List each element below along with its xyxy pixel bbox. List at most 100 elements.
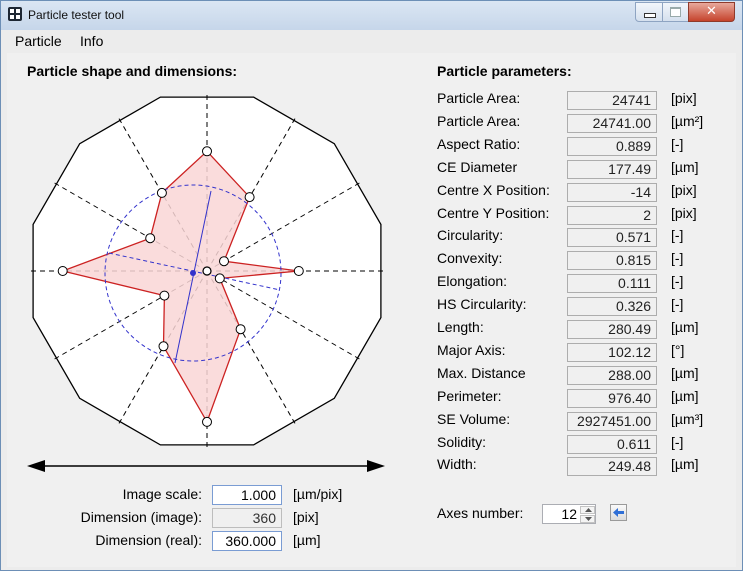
arrow-left-icon	[613, 508, 624, 517]
param-unit: [µm]	[671, 319, 699, 335]
param-unit: [-]	[671, 250, 684, 266]
shape-vertex-handle[interactable]	[293, 266, 304, 276]
spin-up-button[interactable]	[580, 506, 595, 514]
param-label: Major Axis:	[437, 342, 506, 358]
param-label: Length:	[437, 319, 484, 335]
param-unit: [µm]	[671, 388, 699, 404]
menu-info[interactable]: Info	[80, 33, 104, 49]
dimension-image-unit: [pix]	[293, 509, 319, 525]
apply-axes-button[interactable]	[610, 504, 627, 521]
menu-bar: Particle Info	[7, 30, 736, 52]
param-value-field: 177.49	[567, 160, 657, 179]
param-label: Centre Y Position:	[437, 205, 550, 221]
image-scale-input[interactable]: 1.000	[212, 485, 282, 505]
axes-number-value[interactable]: 12	[561, 506, 577, 522]
param-unit: [-]	[671, 434, 684, 450]
param-label: SE Volume:	[437, 411, 511, 427]
shape-vertices	[57, 146, 304, 427]
spin-down-button[interactable]	[580, 515, 595, 523]
param-label: Max. Distance	[437, 365, 526, 381]
maximize-icon	[670, 7, 681, 17]
close-button[interactable]: ✕	[688, 2, 735, 22]
shape-vertex-handle[interactable]	[57, 266, 68, 276]
ce-diameter-circle	[104, 184, 282, 362]
param-label: Convexity:	[437, 250, 503, 266]
shape-vertex-handle[interactable]	[202, 146, 212, 157]
shape-vertex-handle[interactable]	[156, 187, 167, 198]
param-label: Width:	[437, 456, 477, 472]
param-unit: [-]	[671, 296, 684, 312]
param-value-field: 0.611	[567, 435, 657, 454]
param-value-field: 0.326	[567, 297, 657, 316]
dimension-image-label: Dimension (image):	[80, 509, 202, 525]
param-label: Elongation:	[437, 273, 508, 289]
param-unit: [pix]	[671, 205, 697, 221]
param-label: CE Diameter	[437, 159, 518, 175]
param-value-field: 24741.00	[567, 114, 657, 133]
param-unit: [µm²]	[671, 113, 704, 129]
image-scale-label: Image scale:	[122, 486, 202, 502]
param-unit: [µm]	[671, 159, 699, 175]
param-unit: [µm]	[671, 365, 699, 381]
param-value-field: 102.12	[567, 343, 657, 362]
param-unit: [pix]	[671, 90, 697, 106]
title-bar: Particle tester tool ✕	[1, 1, 742, 30]
major-axis-line	[174, 190, 212, 364]
param-unit: [-]	[671, 273, 684, 289]
maximize-button[interactable]	[662, 2, 689, 22]
center-marker	[202, 266, 212, 276]
param-value-field: 249.48	[567, 457, 657, 476]
shape-vertex-handle[interactable]	[159, 290, 170, 301]
shape-vertex-handle[interactable]	[235, 324, 246, 335]
radar-axis-line	[206, 180, 364, 272]
param-value-field: 288.00	[567, 366, 657, 385]
param-value-field: 0.111	[567, 274, 657, 293]
axes-number-label: Axes number:	[437, 505, 524, 521]
dimension-image-field: 360	[212, 508, 282, 528]
param-label: Particle Area:	[437, 90, 521, 106]
radar-axis-line	[206, 270, 364, 362]
shape-vertex-handle[interactable]	[219, 256, 229, 267]
param-unit: [µm]	[671, 456, 699, 472]
param-value-field: 0.889	[567, 137, 657, 156]
param-label: Aspect Ratio:	[437, 136, 521, 152]
dimension-real-input[interactable]: 360.000	[212, 531, 282, 551]
shape-vertex-handle[interactable]	[145, 233, 156, 244]
shape-vertex-handle[interactable]	[244, 192, 255, 203]
shape-vertex-handle[interactable]	[202, 416, 212, 427]
param-label: Particle Area:	[437, 113, 521, 129]
param-unit: [°]	[671, 342, 685, 358]
param-unit: [-]	[671, 136, 684, 152]
param-unit: [µm³]	[671, 411, 704, 427]
param-value-field: 280.49	[567, 320, 657, 339]
param-unit: [-]	[671, 227, 684, 243]
params-panel-header: Particle parameters:	[437, 63, 572, 79]
dimension-real-label: Dimension (real):	[95, 532, 202, 548]
param-value-field: 2927451.00	[567, 412, 657, 431]
window-title: Particle tester tool	[28, 8, 125, 22]
axes-number-spinner[interactable]: 12	[542, 504, 596, 524]
image-scale-unit: [µm/pix]	[293, 486, 343, 502]
minimize-icon	[644, 13, 656, 18]
param-label: Circularity:	[437, 227, 504, 243]
param-label: Perimeter:	[437, 388, 502, 404]
menu-particle[interactable]: Particle	[15, 33, 62, 49]
close-icon: ✕	[706, 4, 717, 19]
param-value-field: 24741	[567, 91, 657, 110]
param-value-field: 0.571	[567, 228, 657, 247]
app-grid-icon	[8, 7, 22, 21]
param-value-field: -14	[567, 183, 657, 202]
centroid-marker	[190, 270, 196, 276]
dimension-real-unit: [µm]	[293, 532, 321, 548]
shape-vertex-handle[interactable]	[214, 273, 225, 284]
param-label: HS Circularity:	[437, 296, 527, 312]
shape-panel-header: Particle shape and dimensions:	[27, 63, 238, 79]
param-unit: [pix]	[671, 182, 697, 198]
param-value-field: 0.815	[567, 251, 657, 270]
shape-vertex-handle[interactable]	[158, 341, 169, 352]
minimize-button[interactable]	[635, 2, 663, 22]
param-value-field: 976.40	[567, 389, 657, 408]
dimension-arrow	[27, 460, 385, 472]
main-content: Particle shape and dimensions: Image sca…	[7, 53, 736, 567]
